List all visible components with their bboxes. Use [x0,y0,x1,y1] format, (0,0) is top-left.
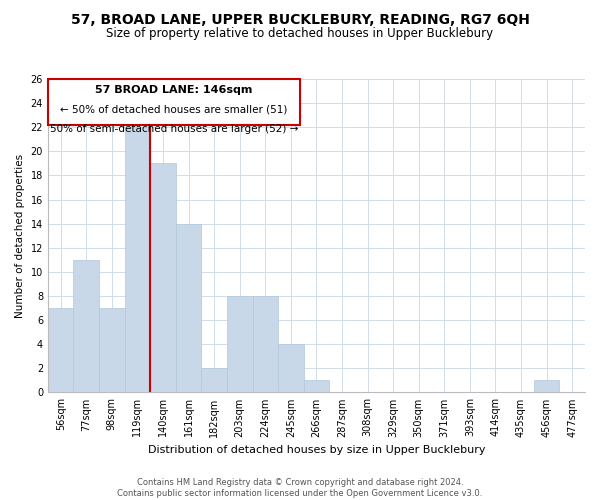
Bar [176,224,202,392]
Bar [304,380,329,392]
Text: 50% of semi-detached houses are larger (52) →: 50% of semi-detached houses are larger (… [50,124,298,134]
Text: Size of property relative to detached houses in Upper Bucklebury: Size of property relative to detached ho… [106,28,494,40]
Text: Contains HM Land Registry data © Crown copyright and database right 2024.
Contai: Contains HM Land Registry data © Crown c… [118,478,482,498]
Bar [253,296,278,392]
Text: ← 50% of detached houses are smaller (51): ← 50% of detached houses are smaller (51… [61,104,288,114]
FancyBboxPatch shape [48,79,301,125]
Bar [278,344,304,393]
Bar [73,260,99,392]
Text: 57 BROAD LANE: 146sqm: 57 BROAD LANE: 146sqm [95,86,253,96]
Y-axis label: Number of detached properties: Number of detached properties [15,154,25,318]
Bar [125,127,150,392]
Bar [227,296,253,392]
Text: 57, BROAD LANE, UPPER BUCKLEBURY, READING, RG7 6QH: 57, BROAD LANE, UPPER BUCKLEBURY, READIN… [71,12,529,26]
X-axis label: Distribution of detached houses by size in Upper Bucklebury: Distribution of detached houses by size … [148,445,485,455]
Bar [534,380,559,392]
Bar [150,164,176,392]
Bar [48,308,73,392]
Bar [202,368,227,392]
Bar [99,308,125,392]
